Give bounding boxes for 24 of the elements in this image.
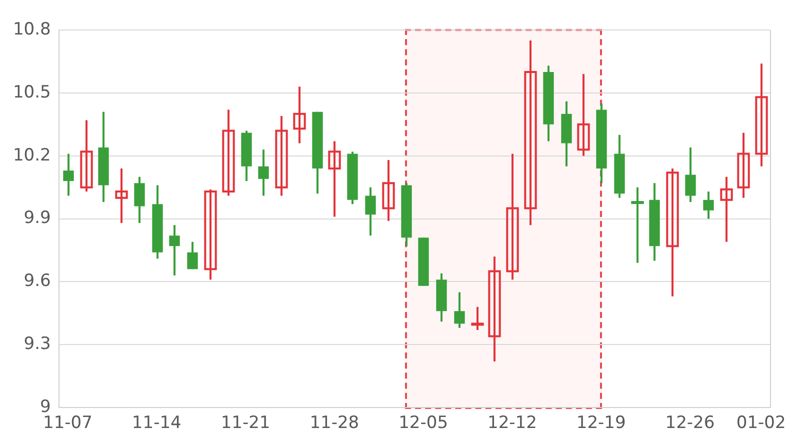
y-tick-label: 9.6 [24, 271, 51, 292]
y-tick-label: 10.5 [12, 82, 51, 102]
x-tick-label: 12-26 [665, 413, 715, 434]
y-tick-label: 10.8 [12, 19, 51, 40]
x-tick-label: 12-12 [488, 413, 537, 434]
x-tick-label: 12-05 [398, 413, 448, 434]
candlestick [187, 240, 198, 270]
y-tick-label: 9.9 [24, 208, 51, 228]
candlestick [169, 224, 180, 276]
candlestick [134, 176, 145, 224]
x-tick-label: 01-02 [736, 413, 786, 434]
x-tick-label: 12-19 [576, 413, 626, 434]
x-tick-label: 11-28 [310, 413, 360, 434]
x-tick-label: 11-07 [43, 413, 92, 434]
candlestick [685, 146, 696, 204]
candlestick [63, 152, 74, 197]
x-tick-label: 11-14 [132, 413, 182, 434]
candlestick [703, 190, 714, 220]
candlestick [365, 186, 376, 237]
candlestick [258, 148, 269, 197]
y-tick-label: 10.2 [12, 145, 51, 166]
candlestick [454, 291, 465, 329]
x-tick-label: 11-21 [220, 413, 270, 434]
y-tick-label: 9.3 [24, 334, 51, 354]
